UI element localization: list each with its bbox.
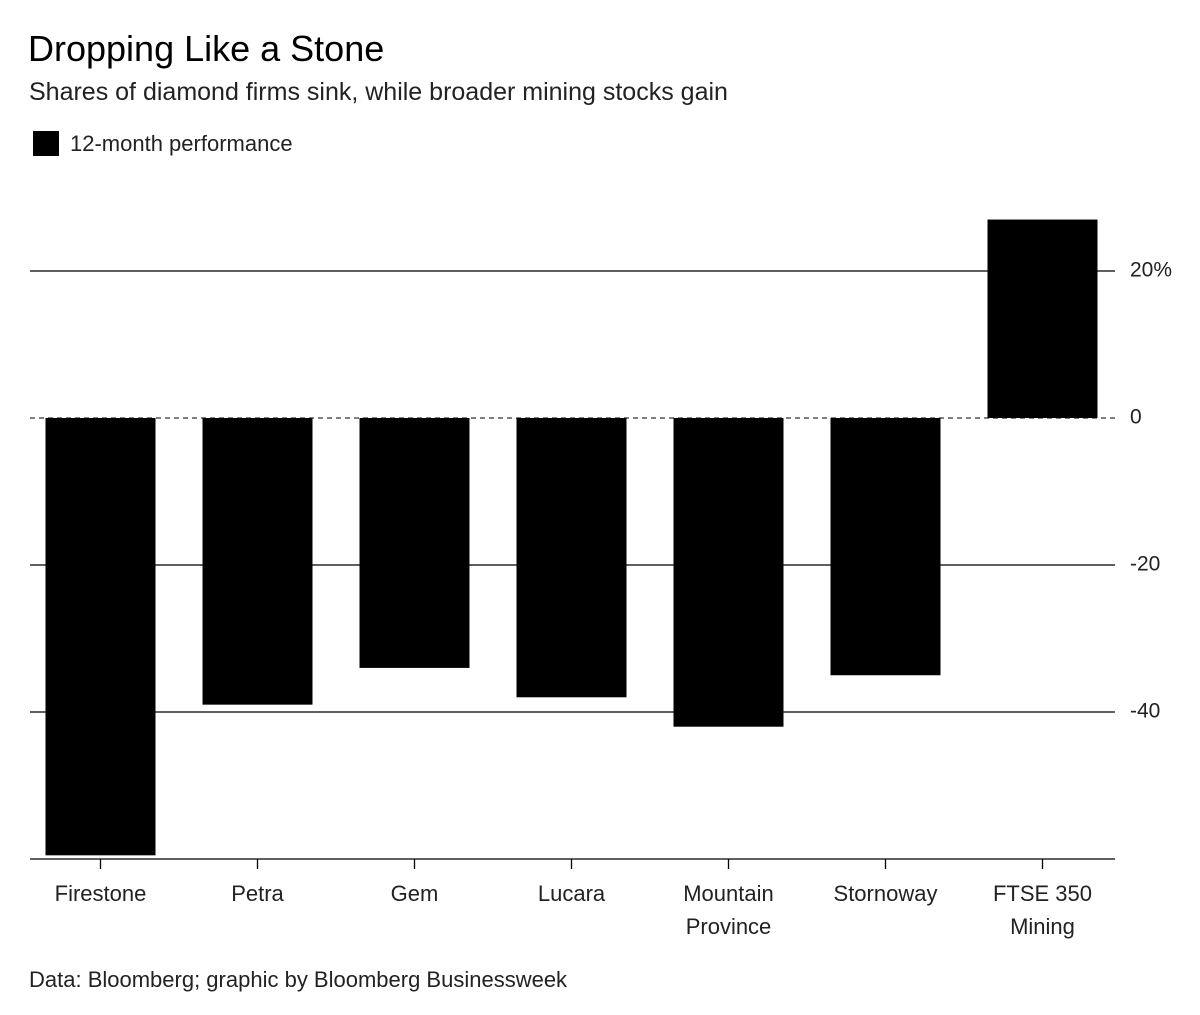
y-tick-label: -40 bbox=[1130, 700, 1160, 723]
bar bbox=[516, 418, 627, 698]
y-tick-label: 0 bbox=[1130, 406, 1142, 429]
chart-title: Dropping Like a Stone bbox=[28, 28, 385, 69]
legend-label: 12-month performance bbox=[70, 131, 293, 156]
x-tick-label: Petra bbox=[231, 881, 284, 906]
bar bbox=[202, 418, 313, 705]
bar bbox=[45, 418, 156, 856]
y-tick-label: -20 bbox=[1130, 553, 1160, 576]
bar bbox=[673, 418, 784, 727]
bar bbox=[987, 219, 1098, 418]
x-tick-label: Firestone bbox=[54, 881, 147, 906]
y-tick-label: 20% bbox=[1130, 259, 1172, 282]
x-tick-label: Lucara bbox=[537, 881, 606, 906]
legend-swatch bbox=[33, 131, 59, 156]
bar bbox=[830, 418, 941, 676]
x-tick-label: Mountain Province bbox=[683, 881, 774, 939]
chart-subtitle: Shares of diamond firms sink, while broa… bbox=[29, 78, 728, 106]
bar bbox=[359, 418, 470, 668]
x-tick-label: Stornoway bbox=[833, 881, 938, 906]
x-tick-label: FTSE 350 Mining bbox=[992, 881, 1093, 939]
x-tick-label: Gem bbox=[390, 881, 439, 906]
source: Data: Bloomberg; graphic by Bloomberg Bu… bbox=[29, 967, 568, 992]
